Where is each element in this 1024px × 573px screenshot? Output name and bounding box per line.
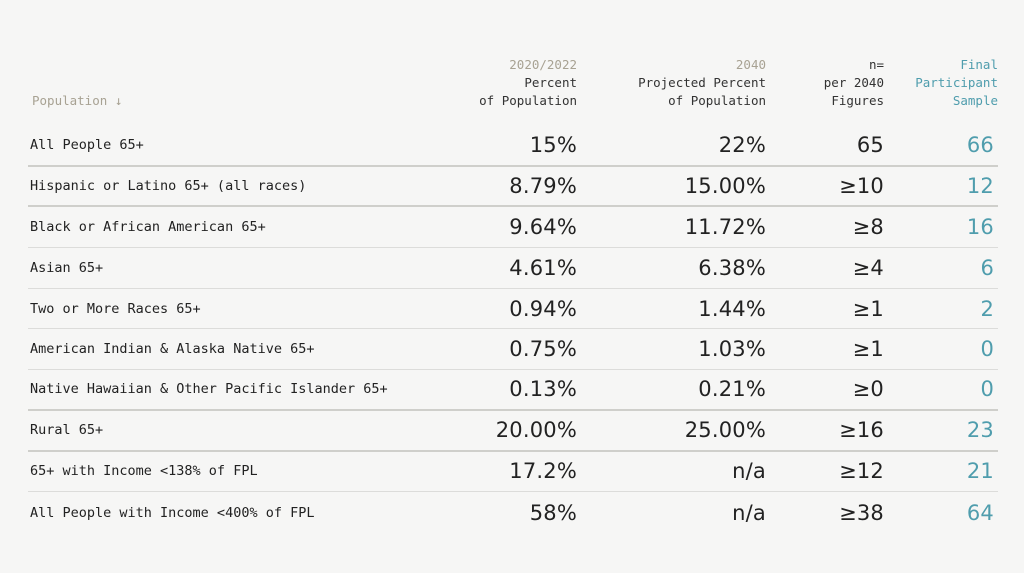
pct-2020-value: 58% [529, 500, 577, 525]
table-row: 65+ with Income <138% of FPL 17.2% n/a ≥… [28, 452, 998, 493]
row-label: Rural 65+ [30, 422, 104, 439]
pct-2040-value: 22% [718, 133, 766, 158]
row-label: Two or More Races 65+ [30, 300, 201, 317]
table-row: American Indian & Alaska Native 65+ 0.75… [28, 329, 998, 371]
pct-2020-year: 2020/2022 [509, 57, 577, 72]
table-row: Two or More Races 65+ 0.94% 1.44% ≥1 2 [28, 289, 998, 330]
n-value: ≥0 [852, 377, 884, 402]
n-line0: n= [868, 57, 884, 72]
row-label: 65+ with Income <138% of FPL [30, 463, 258, 480]
population-table: Population ↓ 2020/2022 Percent of Popula… [28, 48, 998, 533]
table-header: Population ↓ 2020/2022 Percent of Popula… [28, 48, 998, 126]
n-value: ≥38 [839, 500, 884, 525]
table-row: Hispanic or Latino 65+ (all races) 8.79%… [28, 167, 998, 208]
sample-value: 2 [980, 296, 994, 321]
table-row: All People with Income <400% of FPL 58% … [28, 492, 998, 533]
pct-2040-value: 6.38% [698, 255, 766, 280]
sample-value: 0 [980, 337, 994, 362]
pct-2020-value: 17.2% [509, 459, 577, 484]
n-column-header: n= per 2040 Figures [824, 56, 884, 110]
table-row: Rural 65+ 20.00% 25.00% ≥16 23 [28, 411, 998, 452]
pct-2040-value: 11.72% [684, 215, 766, 240]
n-value: ≥16 [839, 418, 884, 443]
table-row: Asian 65+ 4.61% 6.38% ≥4 6 [28, 248, 998, 289]
pct-2020-value: 4.61% [509, 255, 577, 280]
n-value: ≥10 [839, 174, 884, 199]
table-row: Black or African American 65+ 9.64% 11.7… [28, 207, 998, 249]
row-label: Black or African American 65+ [30, 219, 266, 236]
pct-2040-line2: of Population [668, 93, 766, 108]
pct-2040-value: 1.03% [698, 337, 766, 362]
pct-2040-value: 15.00% [684, 174, 766, 199]
n-value: ≥4 [852, 255, 884, 280]
n-line2: Figures [831, 93, 884, 108]
pct-2040-value: n/a [732, 500, 766, 525]
n-value: 65 [856, 133, 884, 158]
sample-value: 64 [966, 500, 994, 525]
pct-2040-value: 0.21% [698, 377, 766, 402]
sample-value: 66 [966, 133, 994, 158]
row-label: American Indian & Alaska Native 65+ [30, 341, 315, 358]
final-sample-column-header: Final Participant Sample [915, 56, 998, 110]
row-label: Hispanic or Latino 65+ (all races) [30, 178, 307, 195]
pct-2020-value: 20.00% [495, 418, 577, 443]
sample-value: 16 [966, 215, 994, 240]
pct-2020-value: 0.75% [509, 337, 577, 362]
final-line0: Final [960, 57, 998, 72]
pct-2040-value: n/a [732, 459, 766, 484]
row-label: Asian 65+ [30, 259, 104, 276]
pct-2040-value: 25.00% [684, 418, 766, 443]
n-value: ≥8 [852, 215, 884, 240]
pct-2020-column-header: 2020/2022 Percent of Population [479, 56, 577, 110]
row-label: All People 65+ [30, 137, 144, 154]
pct-2020-value: 9.64% [509, 215, 577, 240]
pct-2040-column-header: 2040 Projected Percent of Population [638, 56, 766, 110]
sample-value: 23 [966, 418, 994, 443]
pct-2040-year: 2040 [735, 57, 766, 72]
pct-2040-line1: Projected Percent [638, 75, 766, 90]
row-label: Native Hawaiian & Other Pacific Islander… [30, 381, 388, 398]
pct-2020-value: 8.79% [509, 174, 577, 199]
final-line1: Participant [915, 75, 998, 90]
table-row: Native Hawaiian & Other Pacific Islander… [28, 370, 998, 411]
table-row: All People 65+ 15% 22% 65 66 [28, 126, 998, 167]
pct-2020-value: 0.13% [509, 377, 577, 402]
pct-2020-line2: of Population [479, 93, 577, 108]
n-value: ≥12 [839, 459, 884, 484]
n-line1: per 2040 [823, 75, 884, 90]
pct-2040-value: 1.44% [698, 296, 766, 321]
row-label: All People with Income <400% of FPL [30, 504, 315, 521]
pct-2020-line1: Percent [524, 75, 577, 90]
pct-2020-value: 0.94% [509, 296, 577, 321]
n-value: ≥1 [852, 296, 884, 321]
sample-value: 6 [980, 255, 994, 280]
n-value: ≥1 [852, 337, 884, 362]
sample-value: 0 [980, 377, 994, 402]
population-column-header[interactable]: Population ↓ [32, 93, 123, 108]
final-line2: Sample [952, 93, 998, 108]
pct-2020-value: 15% [529, 133, 577, 158]
sample-value: 21 [966, 459, 994, 484]
sample-value: 12 [966, 174, 994, 199]
